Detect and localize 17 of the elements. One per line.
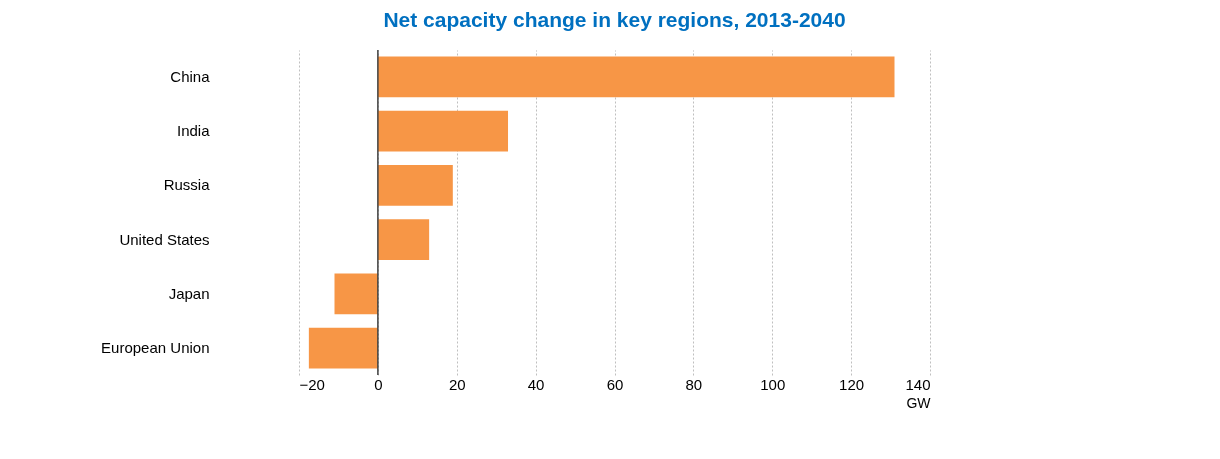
x-tick-label: 0 — [374, 375, 383, 393]
y-tick-label: India — [176, 122, 211, 140]
x-tick-label: 20 — [448, 375, 466, 393]
y-tick-label: United States — [119, 230, 210, 248]
x-tick-label: 60 — [606, 375, 624, 393]
x-axis-title: GW — [906, 394, 932, 411]
y-tick-label: Russia — [163, 176, 211, 194]
x-tick-label: 140 — [905, 375, 931, 393]
x-tick-label: 100 — [760, 375, 786, 393]
chart-title: Net capacity change in key regions, 2013-2040 — [383, 8, 846, 32]
x-tick-label: 120 — [839, 375, 865, 393]
y-tick-label: Japan — [168, 284, 210, 302]
x-tick-label: 40 — [527, 375, 545, 393]
y-tick-label: European Union — [101, 339, 210, 357]
x-tick-label: −20 — [299, 375, 325, 393]
y-tick-label: China — [170, 67, 211, 85]
x-tick-label: 80 — [685, 375, 703, 393]
